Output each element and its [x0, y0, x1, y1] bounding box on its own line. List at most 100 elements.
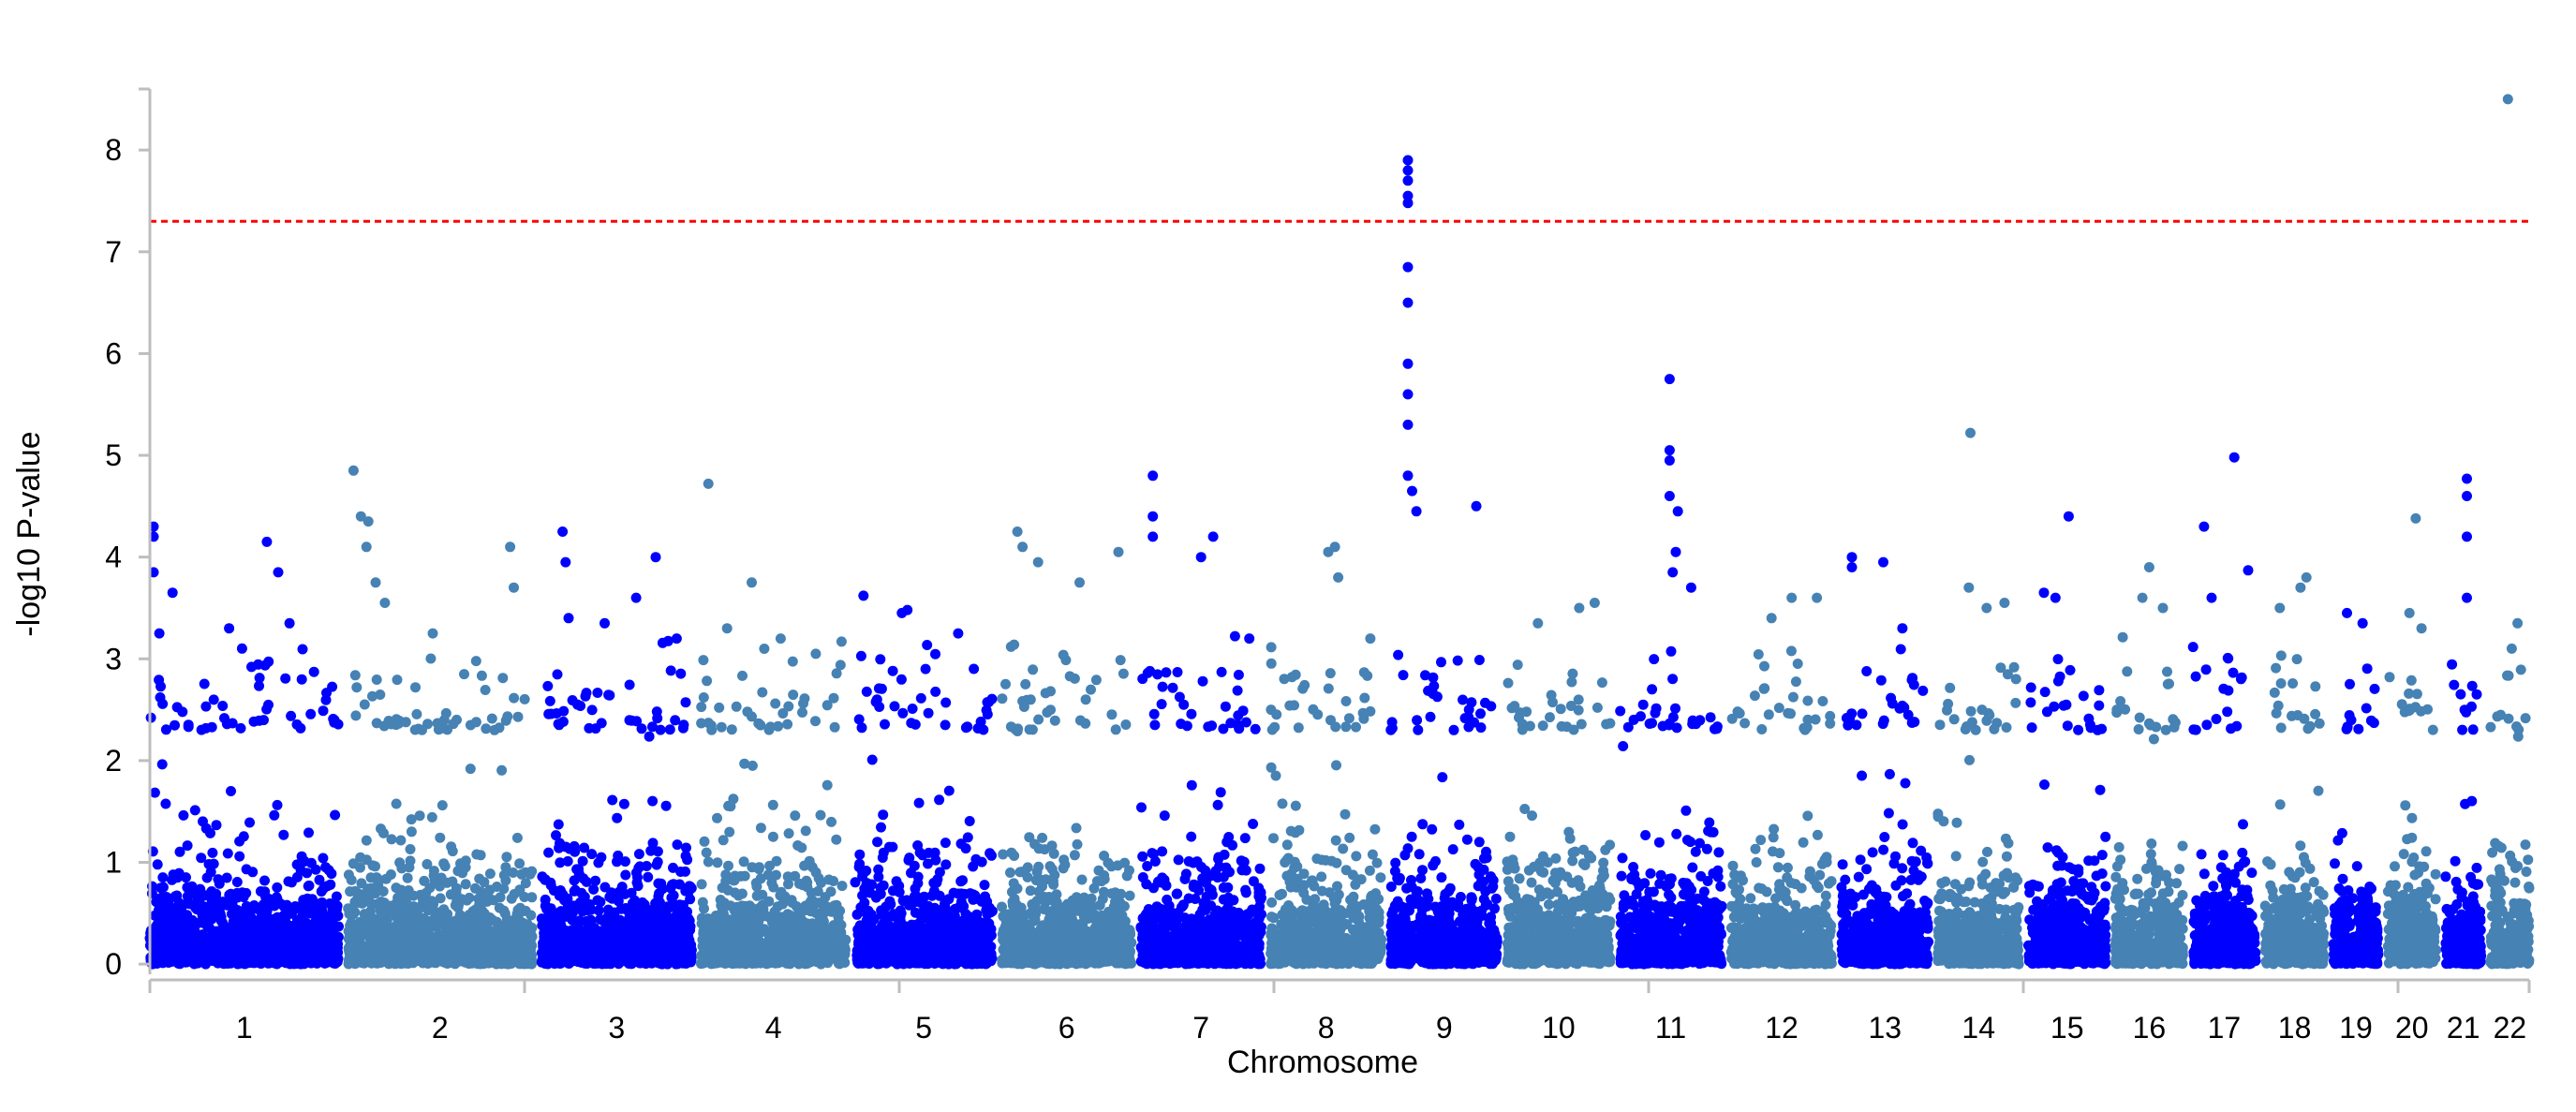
- snp-point: [237, 911, 247, 922]
- snp-point: [554, 842, 565, 853]
- snp-point: [298, 956, 309, 967]
- snp-point: [170, 719, 180, 731]
- snp-point: [657, 637, 668, 648]
- snp-point: [441, 877, 452, 888]
- snp-point: [254, 673, 265, 684]
- snp-point: [670, 715, 681, 726]
- snp-point: [392, 675, 403, 686]
- snp-point: [767, 831, 778, 842]
- snp-point: [226, 888, 236, 899]
- snp-point: [331, 891, 342, 902]
- snp-point: [746, 949, 757, 960]
- snp-point: [718, 956, 730, 968]
- snp-point: [573, 864, 585, 875]
- snp-point: [885, 898, 896, 910]
- snp-point: [739, 758, 750, 769]
- snp-hit: [427, 628, 438, 639]
- snp-hit: [224, 623, 235, 634]
- snp-point: [834, 932, 845, 943]
- snp-point: [712, 812, 722, 823]
- snp-point: [281, 899, 292, 911]
- snp-point: [590, 875, 601, 886]
- snp-point: [406, 826, 417, 838]
- snp-point: [822, 953, 833, 964]
- snp-point: [717, 925, 728, 936]
- snp-point: [742, 912, 753, 924]
- chromosome-3-points: [536, 526, 697, 970]
- snp-point: [481, 956, 493, 968]
- snp-point: [291, 719, 303, 730]
- snp-point: [877, 853, 888, 863]
- snp-point: [159, 929, 170, 941]
- snp-point: [308, 666, 319, 677]
- snp-point: [470, 717, 481, 728]
- snp-point: [508, 867, 519, 878]
- snp-point: [698, 692, 709, 703]
- snp-point: [646, 957, 658, 969]
- snp-point: [651, 706, 662, 718]
- snp-point: [292, 941, 303, 952]
- snp-point: [612, 812, 623, 823]
- snp-point: [952, 941, 963, 952]
- snp-point: [438, 715, 450, 725]
- snp-point: [414, 810, 425, 822]
- snp-point: [579, 956, 590, 967]
- snp-point: [651, 859, 662, 870]
- snp-point: [887, 665, 898, 676]
- snp-point: [984, 696, 995, 707]
- snp-point: [906, 718, 917, 729]
- snp-point: [314, 937, 325, 948]
- snp-point: [396, 863, 407, 874]
- snp-point: [472, 954, 483, 965]
- snp-point: [421, 895, 432, 905]
- snp-point: [203, 859, 215, 869]
- snp-point: [736, 888, 748, 899]
- snp-point: [278, 829, 289, 840]
- snp-point: [831, 941, 841, 953]
- snp-point: [252, 903, 263, 914]
- snp-point: [648, 933, 659, 944]
- snp-point: [934, 794, 945, 806]
- snp-point: [618, 798, 629, 809]
- snp-point: [222, 958, 232, 969]
- snp-point: [348, 924, 359, 935]
- snp-point: [175, 935, 186, 946]
- snp-point: [726, 724, 737, 735]
- chromosome-1-points: [144, 521, 344, 970]
- snp-point: [940, 838, 951, 849]
- snp-point: [965, 888, 976, 899]
- snp-point: [923, 707, 934, 719]
- snp-point: [684, 935, 695, 946]
- snp-point: [876, 683, 887, 694]
- snp-point: [470, 656, 481, 667]
- snp-point: [633, 863, 644, 873]
- snp-point: [604, 689, 615, 701]
- snp-point: [547, 935, 558, 946]
- snp-point: [703, 924, 715, 935]
- snp-point: [259, 715, 269, 726]
- snp-point: [971, 909, 983, 920]
- snp-point: [221, 872, 232, 883]
- snp-point: [291, 914, 303, 926]
- snp-point: [330, 809, 341, 821]
- snp-point: [473, 893, 484, 904]
- snp-point: [660, 800, 672, 811]
- snp-point: [254, 680, 264, 691]
- snp-point: [720, 869, 732, 881]
- snp-point: [755, 823, 766, 834]
- snp-point: [672, 839, 683, 851]
- snp-point: [903, 854, 914, 866]
- snp-point: [500, 919, 511, 930]
- snp-point: [634, 902, 645, 913]
- snp-point: [195, 883, 206, 895]
- snp-point: [657, 930, 668, 941]
- snp-point: [867, 914, 879, 926]
- snp-point: [401, 889, 412, 900]
- snp-point: [269, 809, 280, 821]
- snp-point: [474, 873, 485, 884]
- snp-point: [511, 832, 523, 843]
- snp-point: [754, 862, 764, 873]
- snp-point: [152, 859, 163, 870]
- snp-point: [526, 892, 538, 903]
- snp-point: [901, 895, 912, 906]
